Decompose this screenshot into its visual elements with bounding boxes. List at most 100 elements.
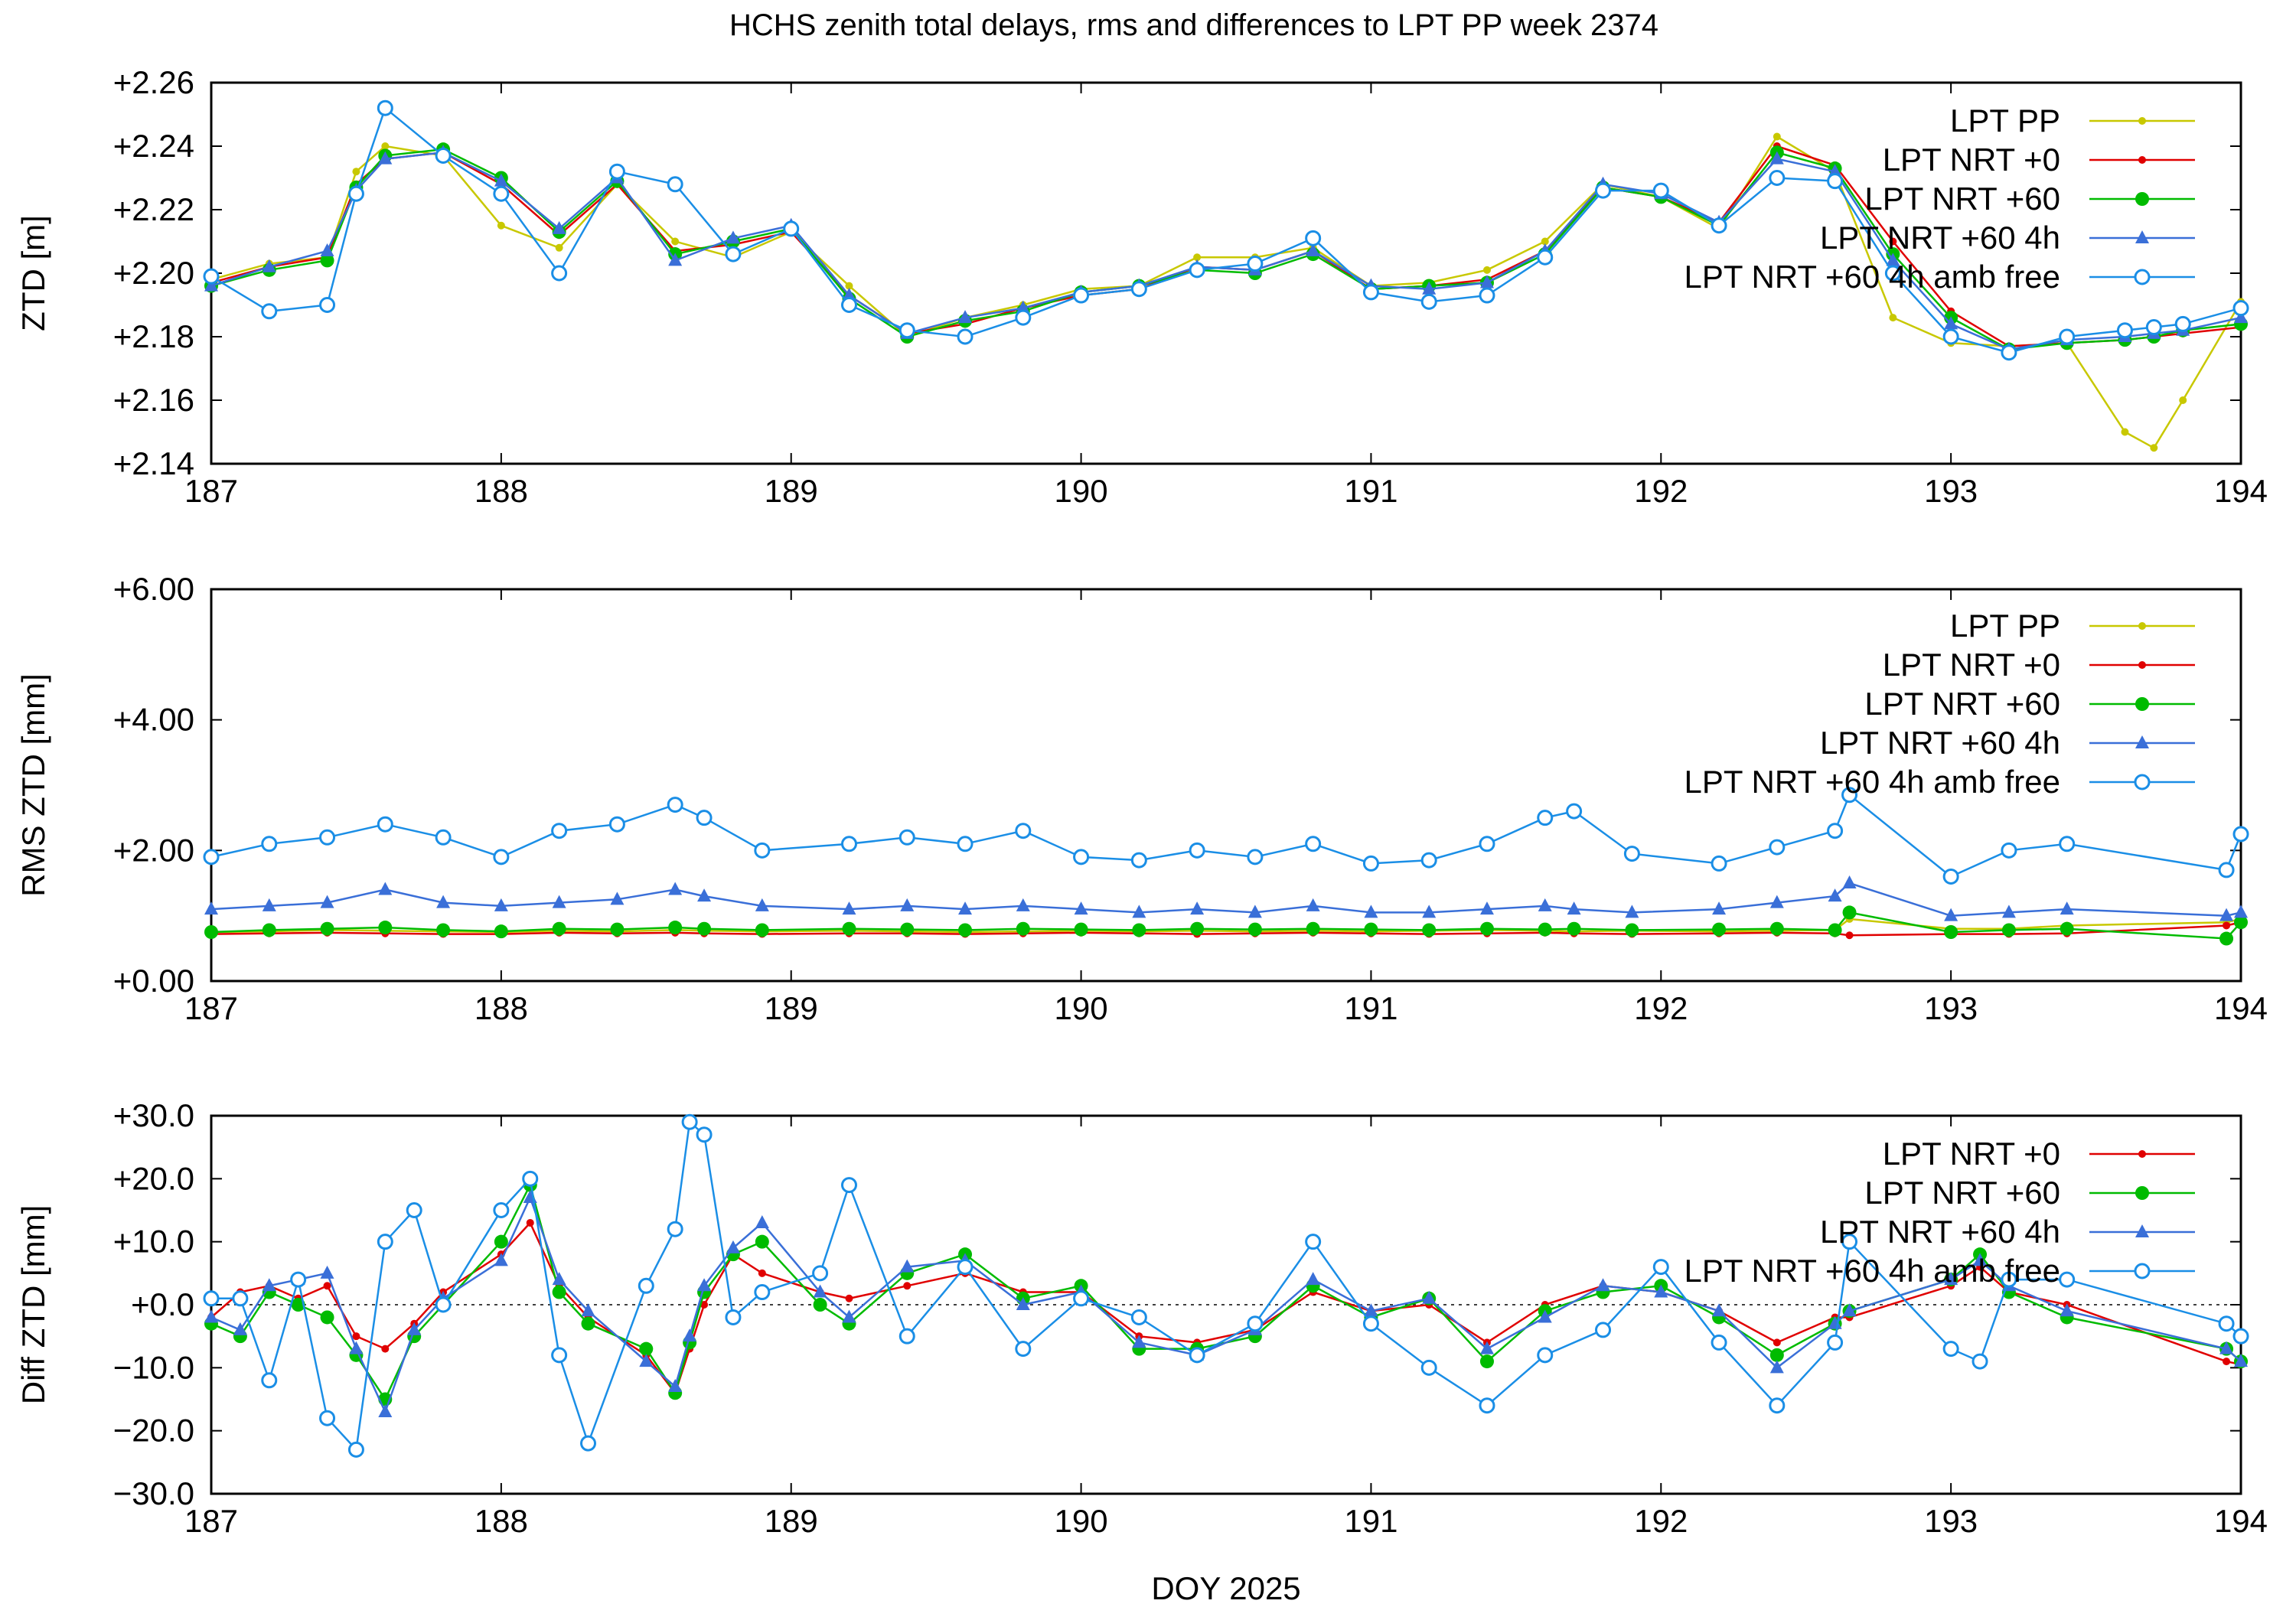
x-tick-label: 191 — [1344, 473, 1397, 509]
data-point — [1625, 905, 1639, 918]
legend-label: LPT NRT +60 — [1864, 1175, 2060, 1211]
data-point — [1074, 922, 1088, 937]
data-point — [261, 1372, 278, 1389]
y-tick-label: +30.0 — [113, 1097, 194, 1133]
legend-label: LPT NRT +60 — [1864, 181, 2060, 217]
data-point — [1884, 265, 1901, 282]
data-point — [290, 1271, 307, 1288]
x-tick-label: 187 — [184, 990, 238, 1026]
data-point — [903, 1282, 912, 1290]
legend-marker — [2135, 192, 2149, 206]
data-point — [262, 1278, 276, 1292]
data-point — [700, 1301, 709, 1309]
data-point — [725, 246, 742, 262]
data-point — [1482, 266, 1491, 274]
data-point — [2001, 842, 2017, 859]
data-point — [1769, 151, 1784, 165]
legend-label: LPT NRT +0 — [1883, 142, 2060, 178]
legend-label: LPT NRT +60 — [1864, 686, 2060, 722]
y-tick-label: +4.00 — [113, 702, 194, 738]
x-tick-label: 192 — [1634, 990, 1688, 1026]
legend-marker — [2138, 1150, 2146, 1158]
data-point — [320, 253, 334, 268]
legend-marker — [2135, 1186, 2149, 1200]
data-point — [1016, 921, 1030, 936]
data-point — [1016, 898, 1030, 911]
data-point — [842, 901, 856, 915]
data-point — [494, 1253, 508, 1266]
data-point — [1769, 839, 1786, 856]
data-point — [381, 142, 390, 150]
data-point — [1623, 846, 1640, 862]
data-point — [668, 253, 683, 266]
data-point — [697, 921, 712, 936]
data-point — [319, 829, 336, 846]
legend-label: LPT NRT +60 4h — [1820, 220, 2060, 256]
data-point — [1364, 922, 1378, 937]
data-point — [320, 921, 334, 936]
data-point — [1652, 182, 1669, 199]
data-point — [2059, 1271, 2076, 1288]
data-point — [1015, 823, 1032, 839]
series-line — [210, 882, 2242, 917]
data-point — [1479, 836, 1495, 852]
data-point — [1827, 1334, 1844, 1351]
panel-rms: 187 188 189 190 191 192 193 194 +0.00 +2.00 +4.00 +… — [15, 571, 2268, 1026]
x-tick-label: 193 — [1924, 990, 1978, 1026]
data-point — [899, 322, 915, 339]
data-point — [1479, 901, 1494, 915]
series-line — [210, 793, 2242, 878]
data-point — [1073, 287, 1090, 304]
y-axis-label: RMS ZTD [mm] — [15, 673, 51, 897]
y-tick-label: +2.16 — [113, 382, 194, 418]
data-point — [1016, 1297, 1030, 1310]
data-point — [1845, 931, 1854, 940]
data-point — [435, 147, 452, 164]
data-point — [552, 1272, 566, 1286]
data-point — [1247, 849, 1264, 865]
data-point — [203, 268, 220, 285]
y-tick-label: +2.24 — [113, 128, 194, 164]
x-tick-label: 190 — [1055, 1503, 1108, 1539]
x-tick-label: 189 — [765, 473, 818, 509]
legend-marker — [2135, 735, 2149, 748]
data-point — [1189, 262, 1205, 279]
x-tick-label: 193 — [1924, 1503, 1978, 1539]
data-point — [1132, 905, 1146, 918]
plot-frame — [210, 1114, 2242, 1495]
data-point — [2001, 905, 2016, 918]
data-point — [1189, 1347, 1205, 1364]
legend-label: LPT PP — [1950, 608, 2060, 644]
series-line — [210, 135, 2242, 449]
data-point — [1130, 281, 1147, 298]
data-point — [2060, 901, 2074, 915]
data-point — [2116, 322, 2133, 339]
data-point — [1842, 1303, 1857, 1317]
data-point — [203, 849, 220, 865]
data-point — [1247, 905, 1262, 918]
legend-marker — [2134, 269, 2151, 285]
data-point — [381, 1345, 390, 1353]
data-point — [581, 1316, 595, 1331]
data-point — [725, 1309, 742, 1325]
data-point — [1538, 898, 1552, 911]
data-point — [899, 829, 915, 846]
legend-label: LPT PP — [1950, 103, 2060, 139]
data-point — [2234, 310, 2248, 324]
data-point — [291, 1298, 305, 1312]
data-point — [958, 310, 973, 324]
series-nrt60_4h — [204, 875, 2248, 921]
data-point — [900, 898, 915, 911]
data-point — [1362, 284, 1379, 301]
data-point — [639, 1354, 654, 1367]
data-point — [899, 1328, 915, 1345]
data-point — [696, 810, 713, 826]
data-point — [1711, 855, 1727, 872]
data-point — [436, 895, 451, 908]
data-point — [2174, 315, 2191, 332]
data-point — [1306, 1272, 1320, 1286]
data-point — [1306, 898, 1320, 911]
data-point — [638, 1277, 654, 1294]
y-tick-label: −20.0 — [113, 1413, 194, 1449]
data-point — [232, 1290, 249, 1307]
